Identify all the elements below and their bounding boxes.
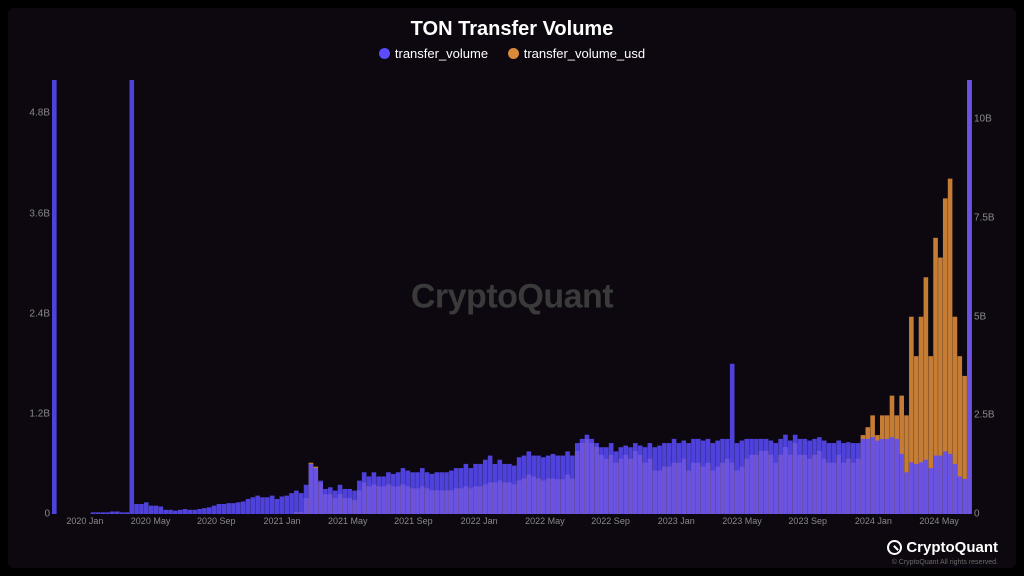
legend-item-transfer-volume-usd[interactable]: transfer_volume_usd [508, 46, 645, 61]
legend-item-transfer-volume[interactable]: transfer_volume [379, 46, 488, 61]
legend-dot-icon [508, 48, 519, 59]
x-axis: 2020 Jan2020 May2020 Sep2021 Jan2021 May… [52, 516, 972, 530]
chart-bars [52, 80, 972, 514]
brand-logo: CryptoQuant [887, 539, 998, 556]
chart-title: TON Transfer Volume [8, 18, 1016, 41]
chart-container: TON Transfer Volume transfer_volume tran… [8, 8, 1016, 568]
brand-icon [887, 540, 902, 555]
legend-label: transfer_volume [395, 46, 488, 61]
y-axis-right: 02.5B5B7.5B10B [974, 80, 1010, 514]
y-axis-left: 01.2B2.4B3.6B4.8B [14, 80, 50, 514]
legend-label: transfer_volume_usd [524, 46, 645, 61]
chart-legend: transfer_volume transfer_volume_usd [8, 46, 1016, 62]
brand-copyright: © CryptoQuant All rights reserved. [892, 559, 998, 566]
plot-area: CryptoQuant [52, 80, 972, 514]
brand-name: CryptoQuant [906, 539, 998, 556]
legend-dot-icon [379, 48, 390, 59]
